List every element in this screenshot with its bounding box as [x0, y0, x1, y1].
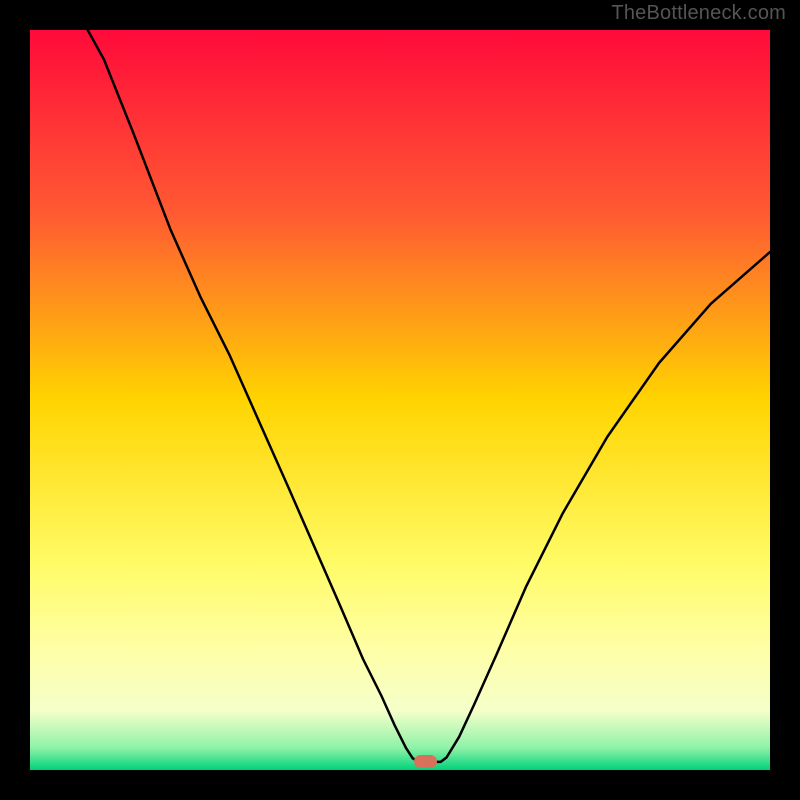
bottleneck-sweet-spot-marker — [414, 755, 437, 768]
chart-frame: TheBottleneck.com — [0, 0, 800, 800]
watermark-label: TheBottleneck.com — [611, 2, 786, 25]
bottleneck-curve — [0, 0, 800, 800]
